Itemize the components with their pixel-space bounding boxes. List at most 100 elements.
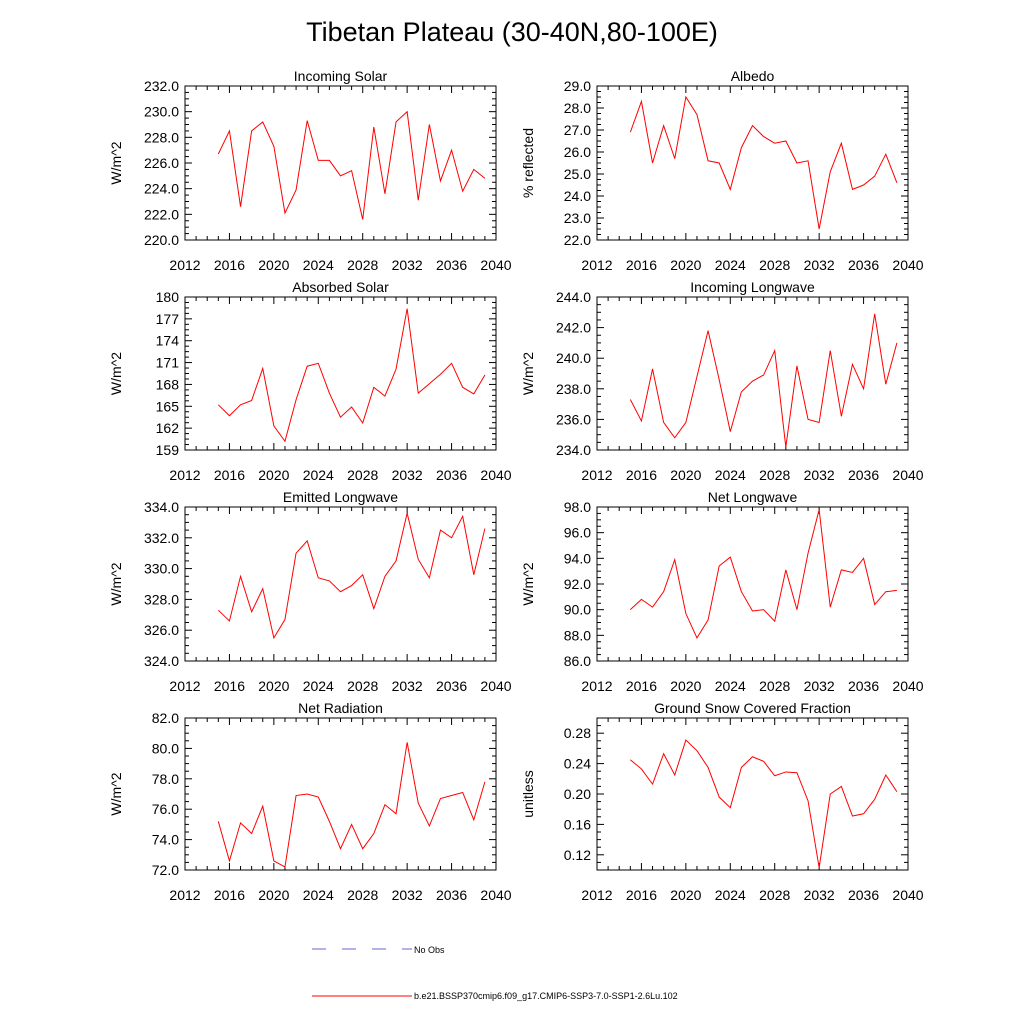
x-tick-label-ground-snow-covered-fraction: 2020 xyxy=(670,887,701,903)
x-tick-label-absorbed-solar: 2012 xyxy=(169,467,200,483)
y-tick-label-emitted-longwave: 328.0 xyxy=(144,591,179,607)
x-tick-label-net-radiation: 2016 xyxy=(214,887,245,903)
x-tick-label-incoming-longwave: 2036 xyxy=(848,467,879,483)
y-tick-label-net-longwave: 88.0 xyxy=(564,627,591,643)
y-tick-label-incoming-longwave: 234.0 xyxy=(556,442,591,458)
x-tick-label-net-radiation: 2032 xyxy=(392,887,423,903)
panel-incoming-longwave: Incoming Longwave 2012 2016 2020 2024 2028 203… xyxy=(520,279,924,483)
x-tick-label-ground-snow-covered-fraction: 2012 xyxy=(581,887,612,903)
y-tick-label-absorbed-solar: 168 xyxy=(156,376,180,392)
x-tick-label-ground-snow-covered-fraction: 2032 xyxy=(804,887,835,903)
y-tick-label-ground-snow-covered-fraction: 0.24 xyxy=(564,756,591,772)
panel-title-albedo: Albedo xyxy=(731,68,775,84)
x-tick-label-emitted-longwave: 2040 xyxy=(480,678,511,694)
panel-title-emitted-longwave: Emitted Longwave xyxy=(283,489,398,505)
x-tick-label-ground-snow-covered-fraction: 2016 xyxy=(626,887,657,903)
x-tick-label-net-longwave: 2040 xyxy=(892,678,923,694)
y-tick-label-absorbed-solar: 162 xyxy=(156,420,180,436)
y-tick-label-albedo: 22.0 xyxy=(564,232,591,248)
y-tick-label-net-longwave: 98.0 xyxy=(564,499,591,515)
x-tick-label-incoming-solar: 2028 xyxy=(347,257,378,273)
y-tick-label-ground-snow-covered-fraction: 0.12 xyxy=(564,847,591,863)
x-tick-label-net-longwave: 2036 xyxy=(848,678,879,694)
x-tick-label-incoming-solar: 2036 xyxy=(436,257,467,273)
x-tick-label-ground-snow-covered-fraction: 2028 xyxy=(759,887,790,903)
y-tick-label-net-longwave: 94.0 xyxy=(564,550,591,566)
y-tick-label-albedo: 28.0 xyxy=(564,100,591,116)
y-axis-label-net-radiation: W/m^2 xyxy=(108,772,124,815)
y-tick-label-net-radiation: 78.0 xyxy=(152,771,179,787)
y-axis-label-ground-snow-covered-fraction: unitless xyxy=(520,770,536,817)
x-tick-label-net-radiation: 2020 xyxy=(258,887,289,903)
plot-frame-absorbed-solar xyxy=(184,296,497,451)
x-tick-label-incoming-solar: 2040 xyxy=(480,257,511,273)
y-tick-label-emitted-longwave: 324.0 xyxy=(144,653,179,669)
y-tick-label-absorbed-solar: 180 xyxy=(156,289,180,305)
series-line-emitted-longwave xyxy=(217,513,486,640)
x-tick-label-emitted-longwave: 2012 xyxy=(169,678,200,694)
x-tick-label-ground-snow-covered-fraction: 2036 xyxy=(848,887,879,903)
y-tick-label-emitted-longwave: 326.0 xyxy=(144,622,179,638)
plot-frame-net-radiation xyxy=(184,717,497,871)
y-tick-label-net-radiation: 74.0 xyxy=(152,832,179,848)
y-tick-label-emitted-longwave: 330.0 xyxy=(144,561,179,577)
y-tick-label-ground-snow-covered-fraction: 0.16 xyxy=(564,816,591,832)
legend-label-no-obs: No Obs xyxy=(414,945,445,955)
y-tick-label-albedo: 26.0 xyxy=(564,144,591,160)
y-tick-label-incoming-longwave: 244.0 xyxy=(556,289,591,305)
panel-emitted-longwave: Emitted Longwave 2012 2016 2020 2024 2028 2032… xyxy=(108,489,512,694)
x-tick-label-ground-snow-covered-fraction: 2040 xyxy=(892,887,923,903)
y-tick-label-incoming-solar: 228.0 xyxy=(144,129,179,145)
panel-absorbed-solar: Absorbed Solar 2012 2016 2020 2024 2028 2032 20… xyxy=(108,279,512,483)
y-tick-label-net-longwave: 86.0 xyxy=(564,653,591,669)
x-tick-label-incoming-longwave: 2028 xyxy=(759,467,790,483)
y-tick-label-albedo: 24.0 xyxy=(564,188,591,204)
series-line-absorbed-solar xyxy=(217,308,486,443)
y-tick-label-emitted-longwave: 334.0 xyxy=(144,499,179,515)
series-line-albedo xyxy=(629,95,898,230)
x-tick-label-emitted-longwave: 2036 xyxy=(436,678,467,694)
x-tick-label-albedo: 2028 xyxy=(759,257,790,273)
panel-title-net-longwave: Net Longwave xyxy=(708,489,798,505)
x-tick-label-incoming-solar: 2012 xyxy=(169,257,200,273)
x-tick-label-incoming-longwave: 2024 xyxy=(715,467,746,483)
x-tick-label-emitted-longwave: 2032 xyxy=(392,678,423,694)
y-axis-label-albedo: % reflected xyxy=(520,128,536,198)
x-tick-label-emitted-longwave: 2020 xyxy=(258,678,289,694)
legend-label-model: b.e21.BSSP370cmip6.f09_g17.CMIP6-SSP3-7.… xyxy=(414,991,678,1001)
x-tick-label-incoming-longwave: 2032 xyxy=(804,467,835,483)
y-tick-label-incoming-longwave: 240.0 xyxy=(556,350,591,366)
x-tick-label-absorbed-solar: 2016 xyxy=(214,467,245,483)
x-tick-label-incoming-solar: 2032 xyxy=(392,257,423,273)
y-tick-label-incoming-longwave: 236.0 xyxy=(556,411,591,427)
plot-frame-incoming-longwave xyxy=(596,296,909,451)
y-tick-label-incoming-solar: 232.0 xyxy=(144,78,179,94)
panel-title-net-radiation: Net Radiation xyxy=(298,700,383,716)
y-tick-label-absorbed-solar: 171 xyxy=(156,355,180,371)
y-tick-label-absorbed-solar: 165 xyxy=(156,398,180,414)
x-tick-label-absorbed-solar: 2024 xyxy=(303,467,334,483)
x-tick-label-net-radiation: 2012 xyxy=(169,887,200,903)
x-tick-label-incoming-longwave: 2020 xyxy=(670,467,701,483)
x-tick-label-absorbed-solar: 2028 xyxy=(347,467,378,483)
x-tick-label-net-radiation: 2024 xyxy=(303,887,334,903)
x-tick-label-albedo: 2020 xyxy=(670,257,701,273)
plot-frame-net-longwave xyxy=(596,506,909,662)
y-tick-label-albedo: 23.0 xyxy=(564,210,591,226)
plot-frame-ground-snow-covered-fraction xyxy=(596,717,909,871)
x-tick-label-incoming-longwave: 2012 xyxy=(581,467,612,483)
y-tick-label-net-longwave: 92.0 xyxy=(564,576,591,592)
x-tick-label-albedo: 2040 xyxy=(892,257,923,273)
x-tick-label-emitted-longwave: 2028 xyxy=(347,678,378,694)
legend: No Obs b.e21.BSSP370cmip6.f09_g17.CMIP6-… xyxy=(312,945,678,1001)
panel-title-ground-snow-covered-fraction: Ground Snow Covered Fraction xyxy=(654,700,851,716)
y-tick-label-incoming-solar: 226.0 xyxy=(144,155,179,171)
series-line-incoming-longwave xyxy=(629,313,898,448)
x-tick-label-incoming-longwave: 2016 xyxy=(626,467,657,483)
y-tick-label-net-radiation: 82.0 xyxy=(152,710,179,726)
y-tick-label-incoming-solar: 224.0 xyxy=(144,181,179,197)
y-tick-label-net-longwave: 96.0 xyxy=(564,525,591,541)
x-tick-label-incoming-solar: 2020 xyxy=(258,257,289,273)
x-tick-label-incoming-solar: 2024 xyxy=(303,257,334,273)
